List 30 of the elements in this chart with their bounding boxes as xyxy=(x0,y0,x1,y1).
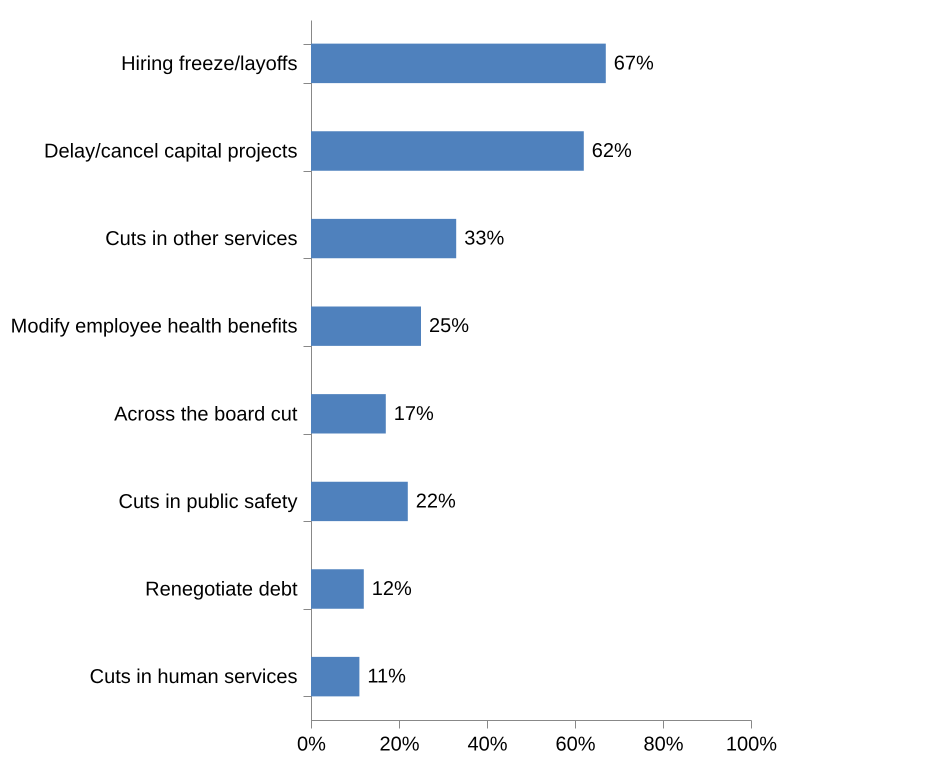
bar xyxy=(311,131,584,171)
y-tick-label: Delay/cancel capital projects xyxy=(44,140,298,162)
data-label: 12% xyxy=(372,578,412,600)
x-tick-label: 80% xyxy=(643,734,684,756)
data-label: 22% xyxy=(416,490,456,512)
bar xyxy=(311,656,360,696)
y-tick-label: Across the board cut xyxy=(114,403,298,426)
y-tick-label: Cuts in public safety xyxy=(118,490,298,513)
x-tick-label: 100% xyxy=(726,734,778,756)
data-label: 67% xyxy=(614,52,654,74)
data-label: 62% xyxy=(592,140,632,162)
bar xyxy=(311,394,386,434)
y-tick-label: Hiring freeze/layoffs xyxy=(121,52,298,75)
data-label: 11% xyxy=(367,666,406,688)
x-tick-label: 0% xyxy=(297,734,326,756)
x-tick-label: 60% xyxy=(555,734,596,756)
bar xyxy=(311,218,456,258)
bar xyxy=(311,306,421,346)
y-tick-label: Cuts in other services xyxy=(105,228,298,250)
bar xyxy=(311,569,364,609)
bar xyxy=(311,44,606,84)
y-tick-label: Modify employee health benefits xyxy=(10,316,298,338)
bar xyxy=(311,482,408,522)
x-tick-label: 40% xyxy=(467,734,508,756)
x-tick-label: 20% xyxy=(379,734,420,756)
data-label: 17% xyxy=(394,402,434,425)
y-tick-label: Renegotiate debt xyxy=(145,578,298,601)
data-label: 25% xyxy=(429,315,470,338)
y-tick-label: Cuts in human services xyxy=(90,666,298,688)
data-label: 33% xyxy=(464,228,504,250)
